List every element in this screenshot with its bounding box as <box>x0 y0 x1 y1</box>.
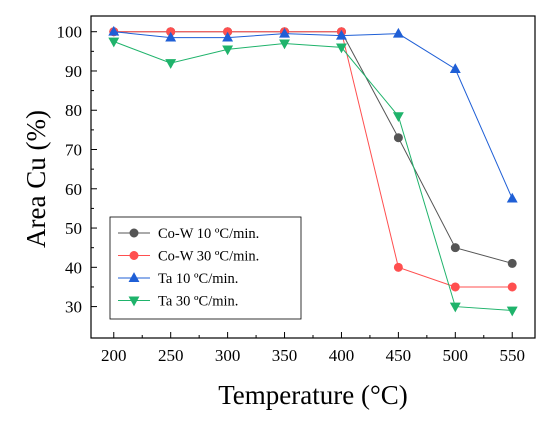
legend-box <box>109 216 302 320</box>
x-tick-label: 350 <box>272 346 298 365</box>
axis-ticks: 200 250 300 350 400 450 500 550 30 40 50 60 70 80 90 10… <box>57 23 525 365</box>
y-tick-label: 70 <box>65 141 82 160</box>
legend-item: Ta 10 ºC/min. <box>118 271 238 287</box>
data-point <box>336 43 347 54</box>
x-tick-label: 450 <box>386 346 412 365</box>
x-tick-label: 250 <box>158 346 184 365</box>
series-line <box>113 31 513 288</box>
legend-marker <box>129 228 139 238</box>
x-tick-label: 300 <box>215 346 241 365</box>
data-point <box>279 27 290 38</box>
data-point <box>450 243 460 253</box>
y-tick-label: 40 <box>65 258 82 277</box>
series-group <box>108 25 518 317</box>
legend: Co-W 10 ºC/min. Co-W 30 ºC/min. Ta 10 ºC/m… <box>109 216 302 320</box>
data-point <box>279 39 290 50</box>
legend-item: Co-W 10 ºC/min. <box>118 226 259 242</box>
series-line <box>113 31 513 199</box>
y-tick-label: 80 <box>65 101 82 120</box>
data-point <box>392 112 404 122</box>
data-point <box>449 302 461 313</box>
legend-label: Co-W 10 ºC/min. <box>158 226 259 242</box>
y-tick-label: 30 <box>65 298 82 317</box>
data-point <box>222 45 234 56</box>
data-point <box>108 37 120 48</box>
legend-item: Ta 30 ºC/min. <box>118 294 238 310</box>
series-line <box>113 41 513 312</box>
y-tick-label: 60 <box>65 180 82 199</box>
data-point <box>393 262 403 272</box>
data-point <box>450 282 460 292</box>
x-tick-label: 200 <box>101 346 127 365</box>
y-tick-label: 50 <box>65 219 82 238</box>
legend-marker <box>129 251 139 261</box>
y-axis-title: Area Cu (%) <box>21 110 51 248</box>
data-point <box>506 306 518 317</box>
data-point <box>108 25 120 36</box>
x-axis-title: Temperature (°C) <box>218 380 408 410</box>
legend-label: Co-W 30 ºC/min. <box>158 249 259 265</box>
data-point <box>507 258 517 268</box>
data-point <box>165 59 177 69</box>
legend-label: Ta 30 ºC/min. <box>158 294 238 310</box>
legend-marker <box>128 296 140 307</box>
legend-label: Ta 10 ºC/min. <box>158 271 238 287</box>
legend-item: Co-W 30 ºC/min. <box>118 249 259 265</box>
data-point <box>507 282 517 292</box>
series-4 <box>108 37 518 317</box>
data-point <box>393 133 403 143</box>
y-tick-label: 100 <box>57 23 83 42</box>
legend-marker <box>128 272 140 282</box>
x-tick-label: 550 <box>499 346 525 365</box>
data-point <box>222 31 234 42</box>
data-point <box>336 29 347 40</box>
y-tick-label: 90 <box>65 62 82 81</box>
series-3 <box>108 25 518 203</box>
data-point <box>165 31 177 42</box>
data-point <box>506 192 518 203</box>
data-point <box>392 27 404 38</box>
data-point <box>449 63 461 73</box>
x-tick-label: 500 <box>443 346 469 365</box>
x-tick-label: 400 <box>329 346 355 365</box>
